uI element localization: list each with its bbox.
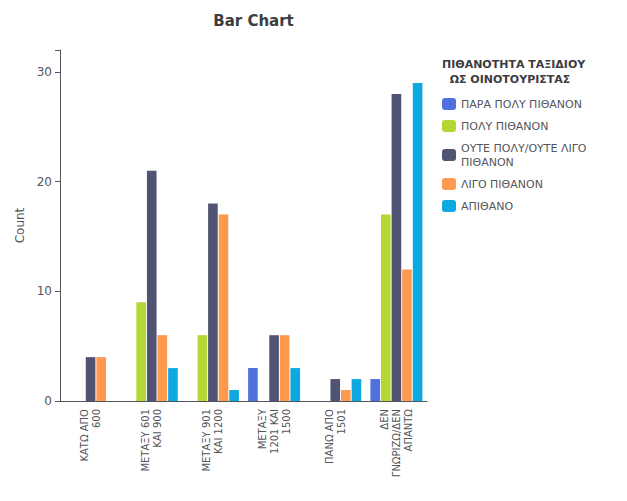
- svg-text:ΚΑΙ 1200: ΚΑΙ 1200: [213, 409, 224, 454]
- svg-text:ΚΑΤΩ ΑΠΟ: ΚΑΤΩ ΑΠΟ: [79, 409, 90, 462]
- svg-text:30: 30: [37, 65, 52, 79]
- svg-text:ΠΙΘΑΝΟΝ: ΠΙΘΑΝΟΝ: [461, 156, 514, 169]
- svg-text:600: 600: [91, 409, 102, 428]
- svg-text:1501: 1501: [336, 409, 347, 434]
- svg-text:ΚΑΙ 900: ΚΑΙ 900: [152, 409, 163, 448]
- svg-text:0: 0: [44, 394, 52, 408]
- svg-text:Count: Count: [13, 207, 27, 243]
- svg-text:ΔΕΝ: ΔΕΝ: [379, 409, 390, 430]
- svg-text:1500: 1500: [281, 409, 292, 434]
- svg-text:Bar Chart: Bar Chart: [213, 12, 294, 30]
- svg-text:ΠΑΡΑ ΠΟΛΥ ΠΙΘΑΝΟΝ: ΠΑΡΑ ΠΟΛΥ ΠΙΘΑΝΟΝ: [461, 98, 582, 111]
- svg-text:ΓΝΩΡΙΖΩ/ΔΕΝ: ΓΝΩΡΙΖΩ/ΔΕΝ: [391, 409, 402, 477]
- svg-text:1201 ΚΑΙ: 1201 ΚΑΙ: [269, 409, 280, 454]
- svg-text:ΑΠΙΘΑΝΟ: ΑΠΙΘΑΝΟ: [461, 200, 513, 213]
- svg-text:ΩΣ ΟΙΝΟΤΟΥΡΙΣΤΑΣ: ΩΣ ΟΙΝΟΤΟΥΡΙΣΤΑΣ: [442, 73, 570, 86]
- svg-text:ΛΙΓΟ ΠΙΘΑΝΟΝ: ΛΙΓΟ ΠΙΘΑΝΟΝ: [461, 178, 543, 191]
- svg-text:ΠΑΝΩ ΑΠΟ: ΠΑΝΩ ΑΠΟ: [324, 409, 335, 464]
- svg-text:ΜΕΤΑΞΥ: ΜΕΤΑΞΥ: [257, 408, 268, 449]
- svg-text:ΜΕΤΑΞΥ 901: ΜΕΤΑΞΥ 901: [201, 409, 212, 472]
- svg-text:ΟΥΤΕ ΠΟΛΥ/ΟΥΤΕ ΛΙΓΟ: ΟΥΤΕ ΠΟΛΥ/ΟΥΤΕ ΛΙΓΟ: [461, 142, 587, 155]
- svg-text:ΑΠΑΝΤΩ: ΑΠΑΝΤΩ: [403, 409, 414, 452]
- svg-text:10: 10: [37, 284, 52, 298]
- svg-text:ΜΕΤΑΞΥ 601: ΜΕΤΑΞΥ 601: [140, 409, 151, 472]
- svg-text:ΠΟΛΥ ΠΙΘΑΝΟΝ: ΠΟΛΥ ΠΙΘΑΝΟΝ: [461, 120, 548, 133]
- svg-text:ΠΙΘΑΝΟΤΗΤΑ ΤΑΞΙΔΙΟΥ: ΠΙΘΑΝΟΤΗΤΑ ΤΑΞΙΔΙΟΥ: [442, 58, 586, 71]
- svg-text:20: 20: [37, 175, 52, 189]
